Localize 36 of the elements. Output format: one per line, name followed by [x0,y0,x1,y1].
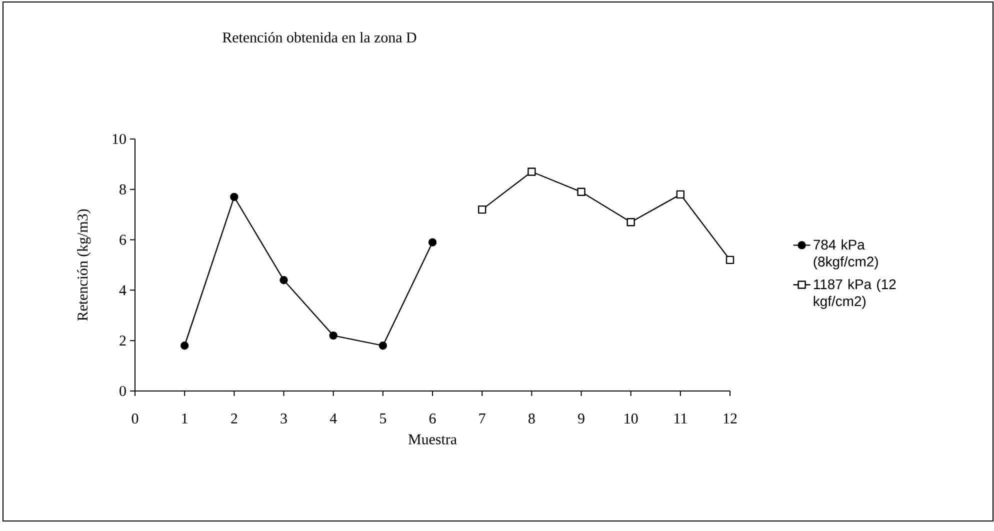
point [378,342,388,350]
point [478,205,486,214]
point [726,256,734,264]
point [577,188,586,196]
y-tick-label: 6 [120,234,126,245]
y-tick-label: 4 [119,285,126,296]
y-tick-label: 2 [120,336,126,346]
point [280,276,288,284]
y-tick-label: 0 [120,386,126,396]
legend-label: 784 kPa (8kgf/cm2) [814,239,878,270]
x-axis-title: Muestra [408,434,457,444]
legend-label: 1187 kPa (12 kgf/cm2) [814,278,896,309]
point [428,238,437,246]
point [329,331,338,340]
x-tick-label: 10 [624,414,638,424]
x-tick-label: 0 [132,414,138,424]
point [230,192,238,202]
y-tick-label: 10 [112,134,126,144]
x-tick-label: 1 [182,414,188,424]
x-tick-label: 11 [674,414,687,424]
point [676,190,685,199]
x-tick-label: 7 [479,414,486,424]
point [528,168,536,176]
chart-title: Retención obtenida en la zona D [222,32,416,43]
x-tick-label: 2 [231,414,238,424]
x-tick-label: 9 [578,414,584,424]
x-tick-label: 12 [724,414,737,424]
x-tick-label: 8 [528,414,535,424]
y-axis-title: Retención (kg/m3) [77,209,91,321]
x-tick-label: 6 [429,414,436,424]
x-tick-label: 3 [280,414,287,424]
point [626,218,635,226]
point [180,342,189,350]
y-tick-label: 8 [120,184,126,194]
x-tick-label: 4 [330,414,337,424]
x-tick-label: 5 [380,414,386,424]
